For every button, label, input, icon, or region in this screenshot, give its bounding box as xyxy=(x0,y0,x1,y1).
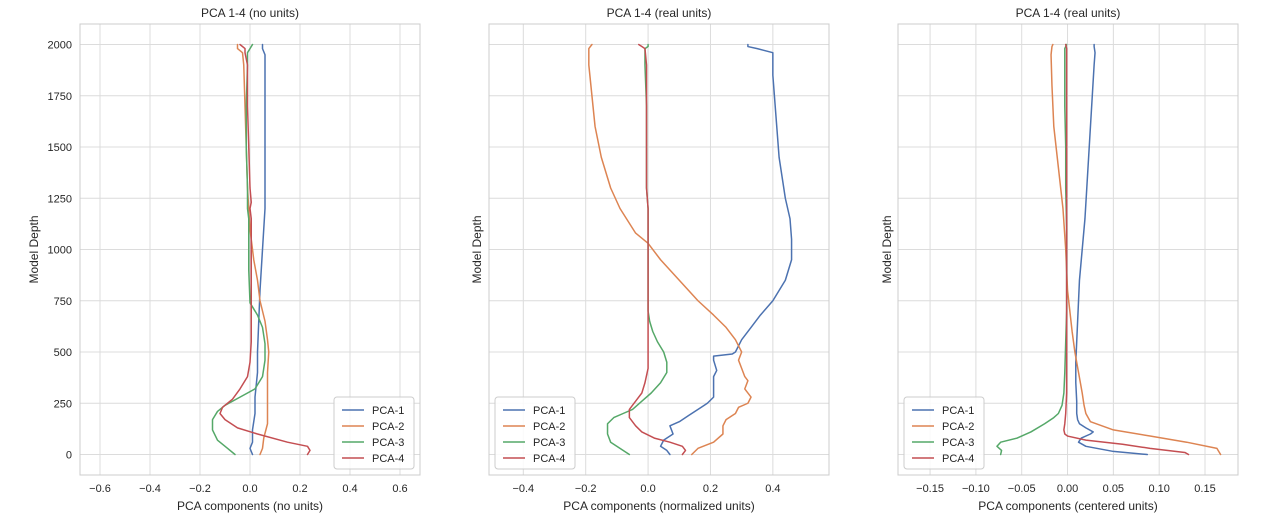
x-tick-label: 0.2 xyxy=(703,483,718,495)
series-line-pca-1 xyxy=(249,43,266,456)
x-tick-label: −0.10 xyxy=(962,483,990,495)
x-tick-label: 0.2 xyxy=(292,483,307,495)
series-line-pca-1 xyxy=(1075,43,1149,456)
x-tick-label: −0.15 xyxy=(916,483,944,495)
legend-label-pca-1: PCA-1 xyxy=(372,405,404,417)
legend-label-pca-2: PCA-2 xyxy=(942,421,974,433)
legend-label-pca-4: PCA-4 xyxy=(372,453,404,465)
x-tick-label: −0.05 xyxy=(1008,483,1036,495)
x-tick-label: 0.0 xyxy=(242,483,257,495)
legend-label-pca-3: PCA-3 xyxy=(372,437,404,449)
x-tick-label: 0.6 xyxy=(392,483,407,495)
plot-frame xyxy=(79,23,421,476)
chart-title: PCA 1-4 (real units) xyxy=(1016,6,1121,20)
legend-label-pca-3: PCA-3 xyxy=(533,437,565,449)
x-tick-label: 0.15 xyxy=(1194,483,1215,495)
y-tick-label: 1750 xyxy=(48,91,72,103)
chart-title: PCA 1-4 (real units) xyxy=(607,6,712,20)
legend-label-pca-2: PCA-2 xyxy=(372,421,404,433)
y-tick-label: 2000 xyxy=(48,40,72,52)
legend-box xyxy=(333,396,415,470)
y-axis-label: Model Depth xyxy=(27,215,41,283)
y-tick-label: 500 xyxy=(54,347,72,359)
series-line-pca-1 xyxy=(659,43,793,456)
y-axis-label: Model Depth xyxy=(880,215,894,283)
legend-label-pca-3: PCA-3 xyxy=(942,437,974,449)
series-line-pca-2 xyxy=(588,43,752,456)
legend: PCA-1 PCA-2 PCA-3 PCA-4 xyxy=(333,396,415,470)
series-line-pca-4 xyxy=(219,43,311,456)
x-tick-label: 0.4 xyxy=(765,483,780,495)
y-tick-label: 1250 xyxy=(48,193,72,205)
legend-label-pca-1: PCA-1 xyxy=(942,405,974,417)
x-tick-label: 0.10 xyxy=(1148,483,1169,495)
chart-panel-1: −0.6 −0.4 −0.2 0.0 0.2 0.4 0.6 0 250 500 750 1000 12… xyxy=(27,6,421,513)
legend-box xyxy=(494,396,576,470)
series-line-pca-2 xyxy=(1050,43,1222,456)
y-tick-label: 1000 xyxy=(48,245,72,257)
legend-label-pca-2: PCA-2 xyxy=(533,421,565,433)
legend-label-pca-4: PCA-4 xyxy=(942,453,974,465)
x-tick-label: −0.2 xyxy=(189,483,211,495)
legend-box xyxy=(903,396,985,470)
x-tick-label: 0.0 xyxy=(640,483,655,495)
series-line-pca-2 xyxy=(236,43,270,456)
x-tick-label: −0.4 xyxy=(512,483,534,495)
series-line-pca-4 xyxy=(628,43,687,456)
y-tick-label: 250 xyxy=(54,398,72,410)
x-tick-label: −0.2 xyxy=(575,483,597,495)
legend-label-pca-4: PCA-4 xyxy=(533,453,565,465)
x-tick-label: −0.6 xyxy=(89,483,111,495)
chart-panel-3: −0.15 −0.10 −0.05 0.00 0.05 0.10 0.15 PCA 1-4 (… xyxy=(880,6,1239,513)
series-line-pca-3 xyxy=(211,43,266,456)
y-axis-label: Model Depth xyxy=(470,215,484,283)
chart-title: PCA 1-4 (no units) xyxy=(201,6,299,20)
x-axis-label: PCA components (no units) xyxy=(177,499,323,513)
y-tick-label: 750 xyxy=(54,296,72,308)
x-tick-label: −0.4 xyxy=(139,483,161,495)
legend: PCA-1 PCA-2 PCA-3 PCA-4 xyxy=(494,396,576,470)
x-axis-label: PCA components (normalized units) xyxy=(563,499,754,513)
x-tick-label: 0.00 xyxy=(1057,483,1078,495)
x-axis-label: PCA components (centered units) xyxy=(978,499,1157,513)
x-tick-label: 0.05 xyxy=(1103,483,1124,495)
series-line-pca-3 xyxy=(996,43,1068,456)
plot-frame xyxy=(897,23,1239,476)
legend: PCA-1 PCA-2 PCA-3 PCA-4 xyxy=(903,396,985,470)
legend-label-pca-1: PCA-1 xyxy=(533,405,565,417)
y-tick-label: 0 xyxy=(66,450,72,462)
plot-frame xyxy=(488,23,830,476)
series-line-pca-4 xyxy=(1063,43,1190,456)
chart-panel-2: −0.4 −0.2 0.0 0.2 0.4 PCA 1-4 (real units) PCA… xyxy=(470,6,830,513)
x-tick-label: 0.4 xyxy=(342,483,357,495)
y-tick-label: 1500 xyxy=(48,142,72,154)
